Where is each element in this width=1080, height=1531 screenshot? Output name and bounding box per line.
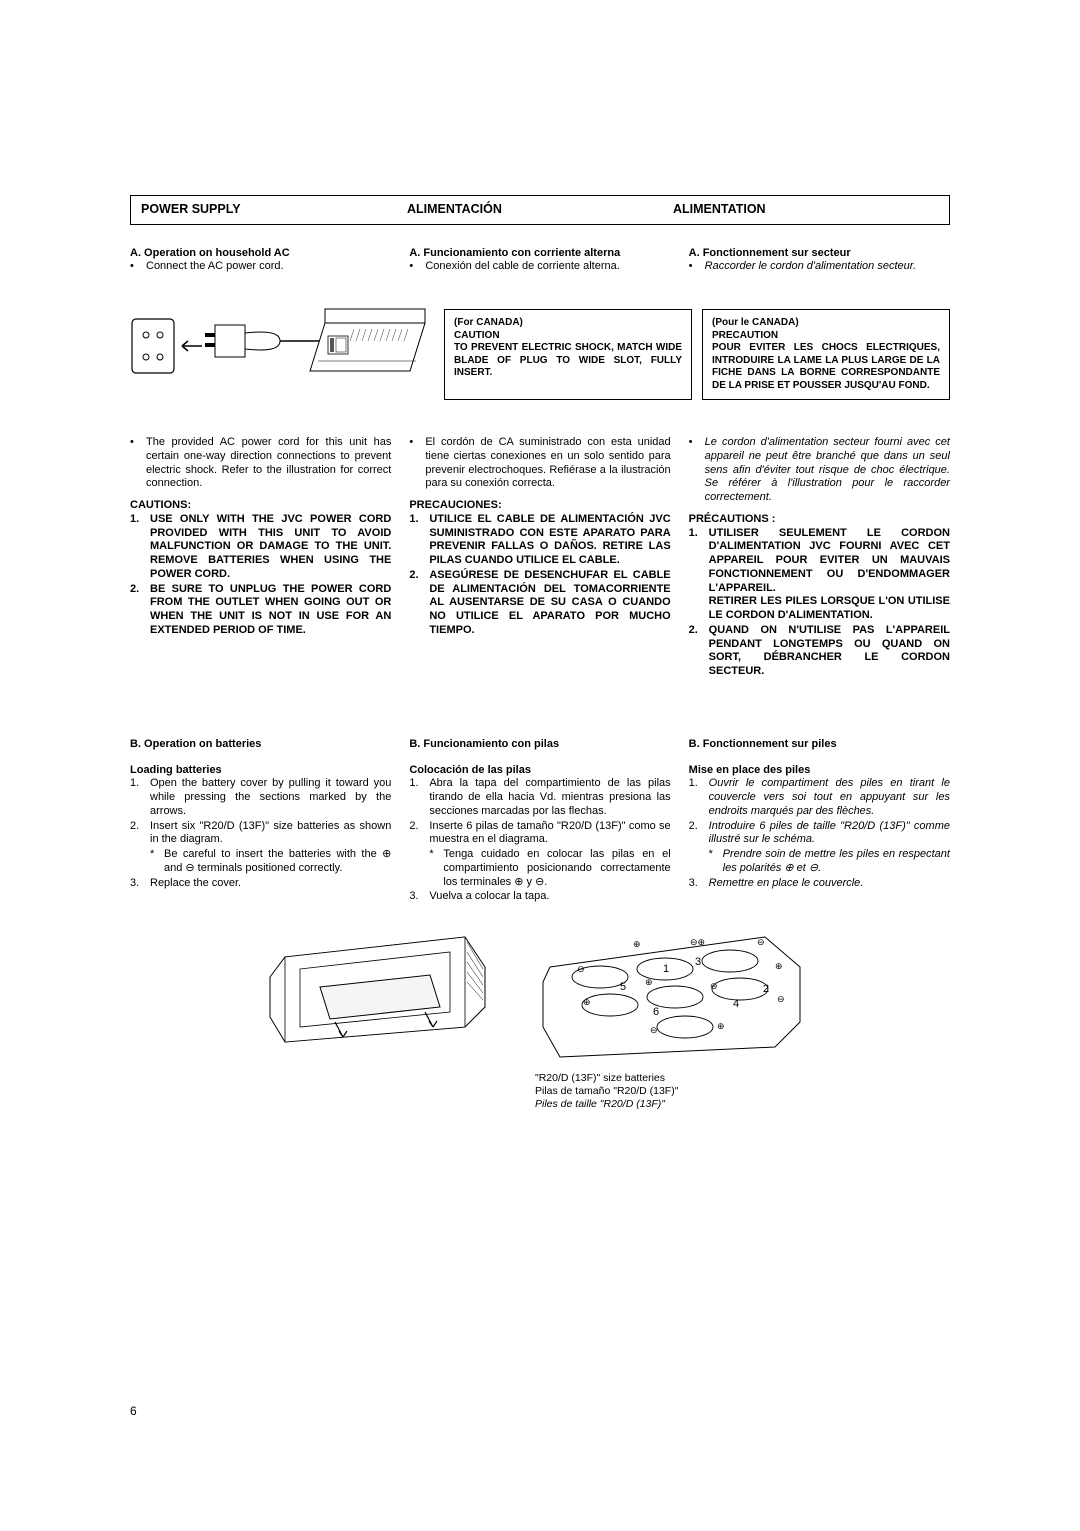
- b-en-3: Replace the cover.: [150, 877, 241, 891]
- b-sub-es: Colocación de las pilas: [409, 764, 670, 778]
- para-es: El cordón de CA suministrado con esta un…: [425, 436, 670, 491]
- figcap-2: Pilas de tamaño "R20/D (13F)": [535, 1085, 678, 1097]
- b-en-1: Open the battery cover by pulling it tow…: [150, 777, 391, 818]
- cautions-head-es: PRECAUCIONES:: [409, 499, 670, 513]
- battery-illustrations: 1 2 3 4 5 6 ⊕⊖⊕⊖ ⊖⊕⊕ ⊕⊖⊖ ⊖⊕ "R20/D (13F)…: [130, 927, 950, 1111]
- svg-text:⊖⊕: ⊖⊕: [690, 937, 705, 947]
- paragraph-row: •The provided AC power cord for this uni…: [130, 436, 950, 680]
- svg-text:⊕: ⊕: [583, 997, 591, 1007]
- b-es-2a: Tenga cuidado en colocar las pilas en el…: [443, 848, 670, 889]
- caution-en-2: BE SURE TO UNPLUG THE POWER CORD FROM TH…: [150, 583, 391, 638]
- a-title-en: A. Operation on household AC: [130, 247, 391, 261]
- para-fr: Le cordon d'alimentation secteur fourni …: [705, 436, 950, 505]
- b-es-2: Inserte 6 pilas de tamaño "R20/D (13F)" …: [429, 820, 670, 848]
- svg-text:⊖: ⊖: [650, 1025, 658, 1035]
- plug-illustration: [130, 301, 430, 391]
- caution-fr-2: QUAND ON N'UTILISE PAS L'APPAREIL PENDAN…: [709, 624, 950, 679]
- svg-text:⊕: ⊕: [633, 939, 641, 949]
- svg-text:5: 5: [620, 981, 626, 993]
- b-fr-2a: Prendre soin de mettre les piles en resp…: [723, 848, 950, 876]
- figcap-3: Piles de taille "R20/D (13F)": [535, 1098, 665, 1110]
- b-fr-2: Introduire 6 piles de taille "R20/D (13F…: [709, 820, 950, 848]
- figcap-1: "R20/D (13F)" size batteries: [535, 1072, 665, 1084]
- b-sub-fr: Mise en place des piles: [689, 764, 950, 778]
- a-title-fr: A. Fonctionnement sur secteur: [689, 247, 950, 261]
- svg-text:⊖: ⊖: [777, 994, 785, 1004]
- svg-text:⊖: ⊖: [577, 964, 585, 974]
- b-title-en: B. Operation on batteries: [130, 738, 391, 752]
- b-es-1: Abra la tapa del compartimiento de las p…: [429, 777, 670, 818]
- a-line-es: Conexión del cable de corriente alterna.: [425, 260, 619, 274]
- b-title-fr: B. Fonctionnement sur piles: [689, 738, 950, 752]
- b-sub-en: Loading batteries: [130, 764, 391, 778]
- svg-text:⊕: ⊕: [717, 1021, 725, 1031]
- caution-fr-1b: RETIRER LES PILES LORSQUE L'ON UTILISE L…: [709, 595, 950, 621]
- header-es: ALIMENTACIÓN: [407, 202, 673, 218]
- svg-text:1: 1: [663, 963, 669, 975]
- canada-caution-fr: (Pour le CANADA) PRECAUTION POUR EVITER …: [702, 309, 950, 400]
- a-line-fr: Raccorder le cordon d'alimentation secte…: [705, 260, 916, 274]
- a-title-es: A. Funcionamiento con corriente alterna: [409, 247, 670, 261]
- section-header: POWER SUPPLY ALIMENTACIÓN ALIMENTATION: [130, 195, 950, 225]
- svg-text:4: 4: [733, 998, 739, 1010]
- section-b-row: B. Operation on batteries Loading batter…: [130, 738, 950, 905]
- svg-text:⊕: ⊕: [775, 961, 783, 971]
- b-es-3: Vuelva a colocar la tapa.: [429, 890, 549, 904]
- page-number: 6: [130, 1404, 137, 1419]
- b-en-2a: Be careful to insert the batteries with …: [164, 848, 391, 876]
- para-en: The provided AC power cord for this unit…: [146, 436, 391, 491]
- b-fr-1: Ouvrir le compartiment des piles en tira…: [709, 777, 950, 818]
- section-a-row: A. Operation on household AC •Connect th…: [130, 247, 950, 277]
- battery-cover-figure: [265, 927, 505, 1111]
- svg-text:3: 3: [695, 956, 701, 968]
- svg-text:⊖: ⊖: [710, 981, 718, 991]
- svg-text:2: 2: [763, 983, 769, 995]
- header-fr: ALIMENTATION: [673, 202, 939, 218]
- caution-es-1: UTILICE EL CABLE DE ALIMENTACIÓN JVC SUM…: [429, 513, 670, 568]
- battery-layout-figure: 1 2 3 4 5 6 ⊕⊖⊕⊖ ⊖⊕⊕ ⊕⊖⊖ ⊖⊕ "R20/D (13F)…: [535, 927, 815, 1111]
- b-fr-3: Remettre en place le couvercle.: [709, 877, 864, 891]
- a-line-en: Connect the AC power cord.: [146, 260, 284, 274]
- header-en: POWER SUPPLY: [141, 202, 407, 218]
- svg-text:6: 6: [653, 1006, 659, 1018]
- cautions-head-en: CAUTIONS:: [130, 499, 391, 513]
- svg-text:⊖: ⊖: [757, 937, 765, 947]
- b-title-es: B. Funcionamiento con pilas: [409, 738, 670, 752]
- caution-en-1: USE ONLY WITH THE JVC POWER CORD PROVIDE…: [150, 513, 391, 582]
- caution-es-2: ASEGÚRESE DE DESENCHUFAR EL CABLE DE ALI…: [429, 569, 670, 638]
- b-en-2: Insert six "R20/D (13F)" size batteries …: [150, 820, 391, 848]
- caution-fr-1: UTILISER SEULEMENT LE CORDON D'ALIMENTAT…: [709, 527, 950, 594]
- svg-text:⊕: ⊕: [645, 977, 653, 987]
- canada-caution-en: (For CANADA) CAUTION TO PREVENT ELECTRIC…: [444, 309, 692, 400]
- illustration-plug-row: (For CANADA) CAUTION TO PREVENT ELECTRIC…: [130, 301, 950, 400]
- cautions-head-fr: PRÉCAUTIONS :: [689, 513, 950, 527]
